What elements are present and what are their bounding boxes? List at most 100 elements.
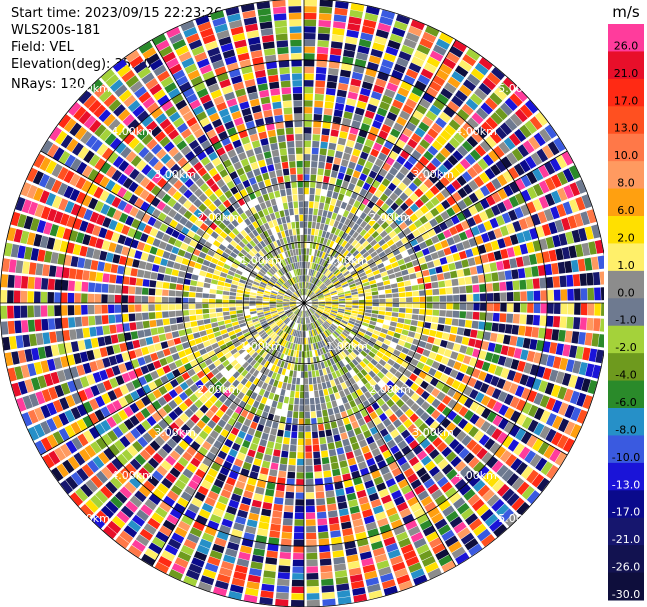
velocity-gate <box>241 496 252 506</box>
velocity-gate <box>151 173 162 184</box>
velocity-gate <box>149 83 163 96</box>
velocity-gate <box>247 477 257 486</box>
velocity-gate <box>272 219 278 227</box>
velocity-gate <box>383 536 396 547</box>
velocity-gate <box>542 145 554 159</box>
velocity-gate <box>232 248 240 255</box>
velocity-gate <box>351 442 360 451</box>
velocity-gate <box>216 29 230 40</box>
velocity-gate <box>183 278 191 285</box>
velocity-gate <box>239 59 252 68</box>
velocity-gate <box>544 328 553 340</box>
velocity-gate <box>140 407 151 419</box>
velocity-gate <box>278 338 284 345</box>
velocity-gate <box>161 233 171 243</box>
velocity-gate <box>392 303 400 308</box>
velocity-gate <box>196 88 209 99</box>
velocity-gate <box>176 277 185 284</box>
velocity-gate <box>194 262 202 270</box>
velocity-gate <box>94 200 105 213</box>
velocity-gate <box>430 252 439 260</box>
velocity-gate <box>540 410 551 424</box>
velocity-gate <box>121 352 130 362</box>
velocity-gate <box>248 325 255 331</box>
velocity-gate <box>250 270 258 276</box>
velocity-gate <box>407 525 421 537</box>
velocity-gate <box>413 508 426 519</box>
velocity-gate <box>260 187 268 195</box>
velocity-gate <box>252 333 260 340</box>
velocity-gate <box>336 144 345 152</box>
velocity-gate <box>379 332 387 339</box>
velocity-gate <box>473 380 483 391</box>
velocity-gate <box>350 3 365 12</box>
velocity-gate <box>165 226 174 236</box>
velocity-gate <box>253 548 265 557</box>
velocity-gate <box>426 405 436 415</box>
velocity-gate <box>272 287 279 292</box>
velocity-gate <box>304 46 315 53</box>
velocity-gate <box>514 108 528 123</box>
velocity-gate <box>278 310 285 315</box>
velocity-gate <box>553 316 561 328</box>
velocity-gate <box>178 350 187 359</box>
velocity-gate <box>227 149 237 158</box>
velocity-gate <box>368 370 376 378</box>
velocity-gate <box>337 245 344 253</box>
velocity-gate <box>184 272 192 279</box>
velocity-gate <box>92 249 101 260</box>
velocity-gate <box>516 501 530 516</box>
velocity-gate <box>112 400 123 412</box>
velocity-gate <box>286 417 292 425</box>
velocity-gate <box>130 331 139 340</box>
velocity-gate <box>324 101 334 109</box>
velocity-gate <box>397 440 408 450</box>
velocity-gate <box>320 316 326 322</box>
velocity-gate <box>270 462 279 470</box>
velocity-gate <box>461 507 474 520</box>
velocity-gate <box>457 127 470 139</box>
velocity-gate <box>338 306 345 310</box>
velocity-gate <box>519 314 527 325</box>
velocity-gate <box>446 183 456 195</box>
velocity-gate <box>262 193 270 202</box>
velocity-gate <box>304 201 309 208</box>
velocity-gate <box>329 455 338 464</box>
velocity-gate <box>165 472 177 484</box>
velocity-gate <box>439 257 448 265</box>
velocity-gate <box>304 127 312 134</box>
velocity-gate <box>506 369 516 381</box>
velocity-gate <box>410 502 423 513</box>
velocity-gate <box>329 314 336 319</box>
velocity-gate <box>566 274 574 287</box>
velocity-gate <box>359 340 367 347</box>
velocity-gate <box>348 16 362 25</box>
velocity-gate <box>204 145 215 156</box>
velocity-gate <box>70 472 84 486</box>
velocity-gate <box>254 278 261 284</box>
velocity-gate <box>290 286 296 292</box>
velocity-gate <box>431 122 443 134</box>
velocity-gate <box>99 250 108 261</box>
velocity-gate <box>479 312 487 321</box>
velocity-gate <box>208 151 218 161</box>
velocity-gate <box>328 233 334 241</box>
velocity-gate <box>210 484 222 495</box>
velocity-gate <box>517 360 526 372</box>
velocity-gate <box>254 541 266 550</box>
velocity-gate <box>289 300 297 302</box>
velocity-gate <box>291 600 304 607</box>
velocity-gate <box>327 408 334 416</box>
velocity-gate <box>363 19 377 29</box>
velocity-gate <box>333 206 340 214</box>
velocity-gate <box>446 207 456 217</box>
velocity-gate <box>553 137 566 152</box>
velocity-gate <box>319 551 331 559</box>
velocity-gate <box>332 340 339 347</box>
velocity-gate <box>394 408 404 418</box>
velocity-gate <box>385 371 394 380</box>
velocity-gate <box>276 297 283 300</box>
velocity-gate <box>348 197 356 206</box>
velocity-gate <box>309 292 315 298</box>
velocity-gate <box>98 227 108 239</box>
